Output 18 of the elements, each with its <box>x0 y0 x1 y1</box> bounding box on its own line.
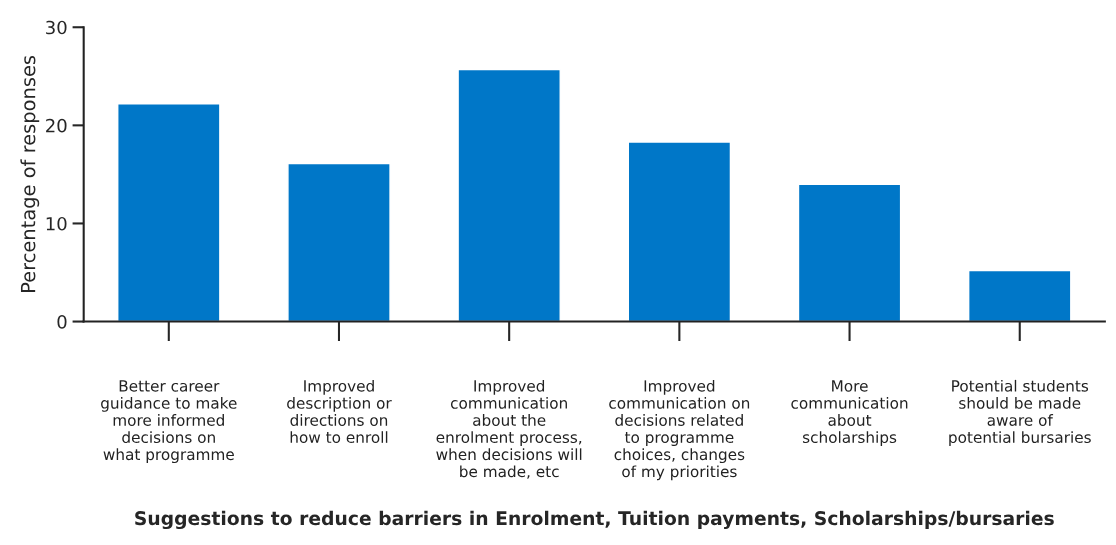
y-axis-title: Percentage of responses <box>20 55 40 292</box>
bar <box>967 269 1072 322</box>
x-tick-label: Improved communication about the enrolment process, when decisions will be made, etc <box>436 379 582 479</box>
bar <box>797 183 902 322</box>
x-tick-label: Better career guidance to make more informed decisions on what programme <box>101 380 237 464</box>
y-tick-label: 10 <box>46 216 67 231</box>
bar <box>457 68 561 322</box>
bar <box>287 162 391 322</box>
bar <box>117 103 221 322</box>
y-tick-label: 30 <box>46 20 67 35</box>
x-axis-title: Suggestions to reduce barriers in Enrolment, Tuition payments, Scholarships/bursaries <box>135 510 1054 530</box>
bar <box>627 141 732 322</box>
x-tick-label: More communication about scholarships <box>791 380 908 446</box>
x-tick-label: Potential students should be made aware of potential bursaries <box>949 379 1091 446</box>
x-tick-label: Improved description or directions on how to enroll <box>287 379 392 444</box>
y-tick-label: 0 <box>57 315 67 329</box>
y-tick-label: 20 <box>46 118 67 133</box>
x-tick-label: Improved communication on decisions related to programme choices, changes of my priorities <box>609 379 750 481</box>
